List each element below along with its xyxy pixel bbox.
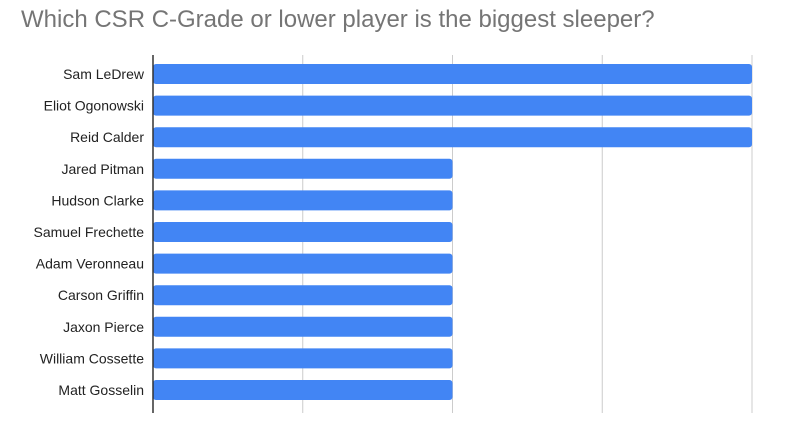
category-label-5: Samuel Frechette bbox=[34, 224, 145, 240]
bar-10 bbox=[153, 380, 453, 400]
category-label-6: Adam Veronneau bbox=[36, 256, 144, 272]
bar-9 bbox=[153, 348, 453, 369]
bar-1 bbox=[153, 95, 752, 116]
category-label-1: Eliot Ogonowski bbox=[44, 98, 144, 114]
bar-4 bbox=[153, 190, 453, 211]
bar-5 bbox=[153, 222, 453, 242]
category-label-9: William Cossette bbox=[40, 350, 144, 366]
bar-6 bbox=[153, 253, 453, 274]
category-label-10: Matt Gosselin bbox=[58, 382, 144, 398]
bar-7 bbox=[153, 285, 453, 306]
category-label-3: Jared Pitman bbox=[62, 161, 144, 177]
bars bbox=[153, 64, 752, 400]
chart-title: Which CSR C-Grade or lower player is the… bbox=[21, 6, 655, 33]
category-label-7: Carson Griffin bbox=[58, 287, 144, 303]
category-label-2: Reid Calder bbox=[70, 129, 144, 145]
bar-2 bbox=[153, 127, 752, 148]
category-label-8: Jaxon Pierce bbox=[63, 319, 144, 335]
category-label-4: Hudson Clarke bbox=[51, 192, 144, 208]
bar-0 bbox=[153, 64, 752, 84]
bar-8 bbox=[153, 316, 453, 337]
category-labels: Sam LeDrew Eliot Ogonowski Reid Calder Jare… bbox=[34, 66, 145, 398]
bar-3 bbox=[153, 158, 453, 179]
category-label-0: Sam LeDrew bbox=[63, 66, 145, 82]
